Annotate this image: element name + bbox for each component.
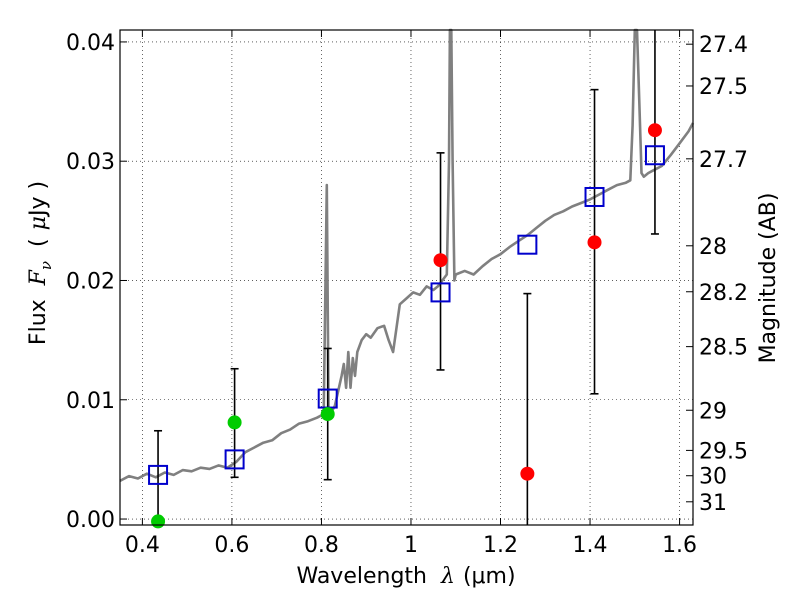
y2-tick-label: 30: [699, 465, 727, 490]
y2-tick-label: 28.5: [699, 336, 748, 361]
green-data-point: [227, 415, 242, 430]
axis-ticks: 0.4 0.6 0.8 1 1.2 1.4 1.6 0.00 0.01 0.02 0.03 0.04 2…: [66, 30, 748, 558]
green-data-point: [320, 407, 335, 422]
x-tick-label: 1.4: [573, 533, 608, 558]
y2-tick-label: 29: [699, 399, 727, 424]
spectrum-line: [119, 28, 695, 483]
x-tick-label: 1.2: [483, 533, 518, 558]
x-tick-label: 0.8: [304, 533, 339, 558]
green-data-point: [151, 514, 166, 529]
model-square-marker: [517, 234, 538, 255]
model-square-marker: [148, 464, 169, 485]
y2-tick-label: 27.5: [699, 75, 748, 100]
x-tick-label: 0.4: [125, 533, 160, 558]
y2-tick-label: 27.4: [699, 33, 748, 58]
y-tick-label: 0.02: [66, 269, 115, 294]
y-tick-label: 0.00: [66, 508, 115, 533]
red-data-point: [587, 235, 602, 250]
y-tick-label: 0.01: [66, 389, 115, 414]
model-square-marker: [430, 282, 451, 303]
y-tick-label: 0.03: [66, 150, 115, 175]
model-square-marker: [644, 145, 665, 166]
grid-lines: [120, 30, 693, 525]
model-square-marker: [224, 449, 245, 470]
x-tick-label: 1: [404, 533, 418, 558]
plot-frame: [119, 29, 694, 526]
red-data-point: [520, 466, 535, 481]
model-square-marker: [584, 186, 605, 207]
y2-tick-label: 29.5: [699, 439, 748, 464]
red-data-point: [647, 123, 662, 138]
y2-tick-label: 31: [699, 491, 727, 516]
x-tick-label: 0.6: [214, 533, 249, 558]
x-axis-label: Wavelength λ (μm): [296, 564, 515, 589]
y2-tick-label: 28: [699, 235, 727, 260]
data-markers: [148, 123, 665, 529]
x-tick-label: 1.6: [662, 533, 697, 558]
y2-axis-label: Magnitude (AB): [756, 193, 781, 364]
y2-tick-label: 28.2: [699, 281, 748, 306]
y-axis-label: FluxFν(μJy ): [26, 181, 55, 345]
red-data-point: [433, 253, 448, 268]
model-spectrum: [119, 28, 695, 483]
y-tick-label: 0.04: [66, 31, 115, 56]
y2-tick-label: 27.7: [699, 148, 748, 173]
